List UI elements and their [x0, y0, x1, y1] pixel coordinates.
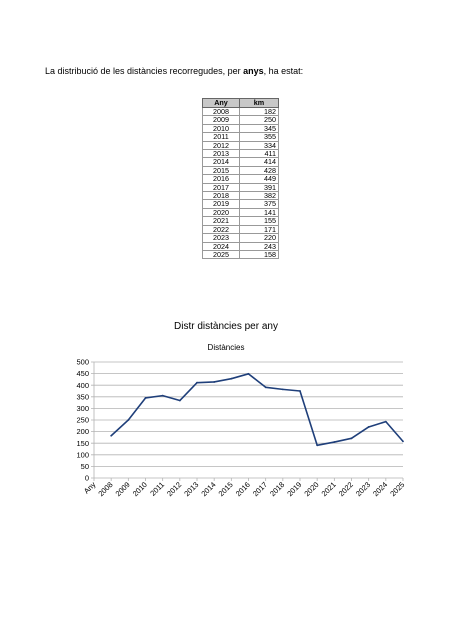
y-tick-label: 150: [76, 439, 89, 448]
data-point: [264, 386, 267, 389]
table-row: 2021 155: [202, 216, 279, 226]
distance-table: Any km 2008 182 2009 250 2010 345 2011 355 2012 3…: [202, 98, 279, 260]
series-line: [110, 373, 404, 447]
y-tick-label: 100: [76, 450, 89, 459]
table-row: 2016 449: [202, 174, 279, 184]
data-point: [127, 419, 130, 421]
x-tick-label: 2024: [371, 480, 389, 498]
intro-suffix: , ha estat:: [263, 66, 304, 76]
data-point: [213, 381, 216, 383]
y-tick-label: 200: [76, 427, 89, 436]
data-point: [144, 397, 147, 399]
data-point: [281, 388, 284, 391]
data-point: [110, 434, 113, 437]
x-tick-label: 2010: [131, 480, 149, 498]
data-point: [350, 437, 353, 440]
data-point: [178, 399, 181, 402]
x-tick-label: 2011: [148, 480, 166, 498]
cell-year: 2011: [202, 132, 240, 142]
x-tick-label: 2025: [388, 480, 406, 498]
data-point: [299, 390, 301, 392]
data-point: [402, 440, 404, 443]
y-tick-label: 300: [76, 404, 89, 413]
cell-year: 2025: [202, 249, 240, 260]
x-tick-label: 2009: [114, 480, 132, 498]
cell-km: 155: [239, 216, 279, 226]
intro-text: La distribució de les distàncies recorre…: [45, 66, 303, 76]
table-row: 2011 355: [202, 132, 279, 142]
data-point: [230, 377, 233, 380]
x-tick-label: 2021: [320, 480, 338, 498]
chart-subtitle: Distàncies: [207, 343, 245, 352]
y-tick-label: 250: [76, 416, 89, 425]
x-tick-label: 2016: [234, 480, 252, 498]
y-tick-label: 450: [76, 369, 89, 378]
y-tick-label: 0: [85, 474, 89, 483]
x-tick-label: 2019: [285, 480, 303, 498]
x-tick-label: 2022: [337, 480, 355, 498]
data-point: [384, 420, 387, 423]
x-tick-label: 2008: [96, 480, 114, 498]
data-point: [196, 381, 198, 384]
data-point: [247, 372, 250, 375]
cell-year: 2023: [202, 233, 240, 243]
data-point: [316, 444, 319, 447]
x-tick-label: 2023: [354, 480, 372, 498]
cell-km: 355: [239, 132, 279, 142]
x-tick-label: 2014: [199, 480, 217, 498]
y-tick-label: 50: [81, 462, 89, 471]
table-row: 2023 220: [202, 233, 279, 243]
x-tick-label: 2018: [268, 480, 286, 498]
data-point: [367, 426, 370, 428]
y-tick-label: 400: [76, 381, 89, 390]
x-tick-label: 2017: [251, 480, 269, 498]
x-tick-label: 2012: [165, 480, 183, 498]
x-tick-label: 2015: [217, 480, 235, 498]
x-tick-label: 2020: [302, 480, 320, 498]
cell-km: 449: [239, 174, 279, 184]
intro-prefix: La distribució de les distàncies recorre…: [45, 66, 244, 76]
cell-year: 2016: [202, 174, 240, 184]
y-tick-label: 350: [76, 392, 89, 401]
cell-year: 2021: [202, 216, 240, 226]
cell-km: 158: [239, 249, 279, 260]
chart-title: Distr distàncies per any: [174, 321, 278, 332]
data-point: [161, 394, 164, 397]
y-tick-label: 500: [76, 358, 89, 367]
data-point: [333, 441, 336, 443]
cell-km: 220: [239, 233, 279, 243]
table-row: 2025 158: [202, 249, 279, 260]
x-tick-label: 2013: [182, 480, 200, 498]
intro-bold: anys: [243, 66, 264, 76]
